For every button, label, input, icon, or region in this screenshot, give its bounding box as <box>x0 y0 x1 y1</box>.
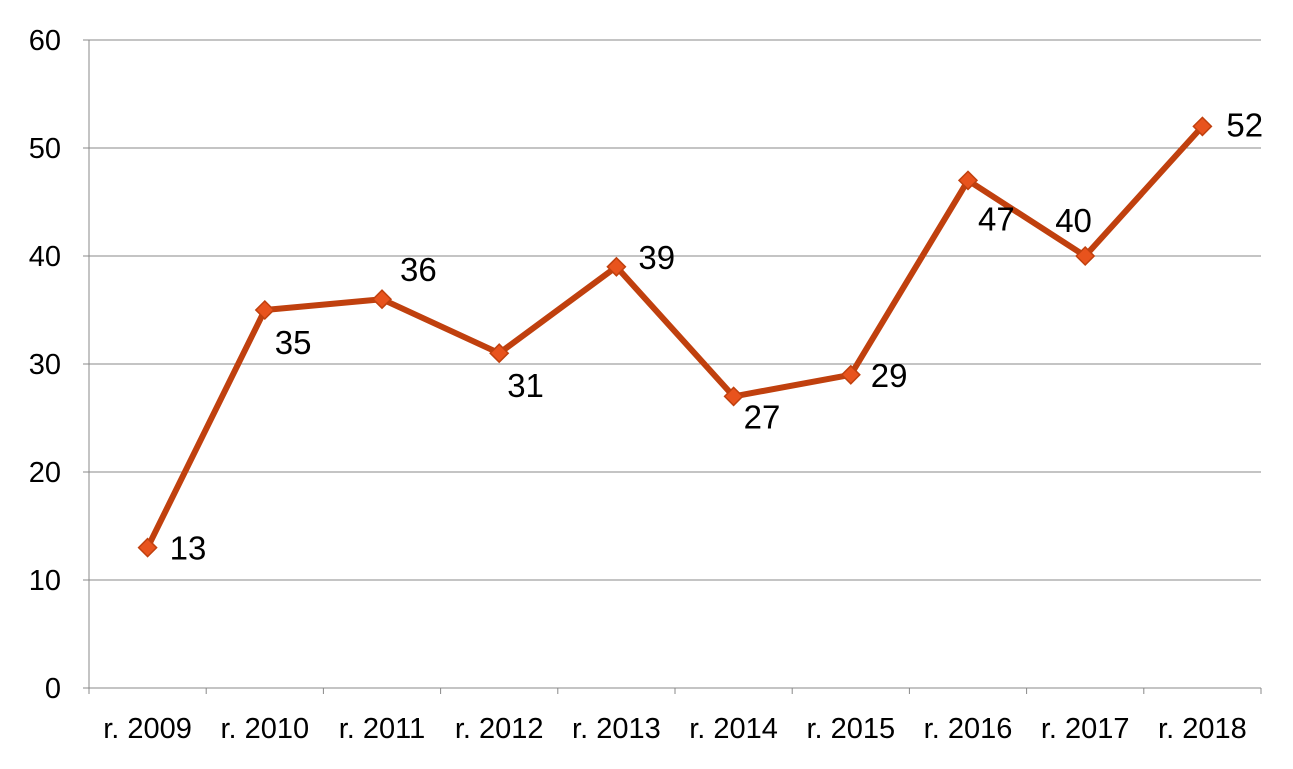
x-tick-label: r. 2013 <box>572 713 661 745</box>
y-tick-label: 50 <box>29 133 61 165</box>
data-label: 27 <box>744 398 781 435</box>
x-axis-tick-labels: r. 2009 r. 2010 r. 2011 r. 2012 r. 2013 r. 20… <box>103 713 1246 745</box>
data-point-marker <box>254 299 275 321</box>
y-tick-label: 40 <box>29 241 61 273</box>
data-label: 47 <box>978 200 1015 237</box>
data-label: 39 <box>638 239 675 276</box>
x-tick-label: r. 2018 <box>1158 713 1247 745</box>
y-axis-tick-labels: 0 10 20 30 40 50 60 <box>29 25 61 705</box>
x-tick-label: r. 2015 <box>806 713 895 745</box>
y-tick-label: 60 <box>29 25 61 57</box>
data-point-marker <box>1192 116 1213 137</box>
data-point-marker <box>606 256 627 277</box>
data-labels: 13 35 36 31 39 27 29 47 40 52 <box>170 106 1264 566</box>
y-tick-label: 30 <box>29 349 61 381</box>
data-label: 29 <box>871 357 908 394</box>
x-tick-label: r. 2016 <box>924 713 1013 745</box>
data-label: 40 <box>1055 202 1092 239</box>
series-line <box>144 123 1206 551</box>
x-axis-ticks <box>83 39 1262 694</box>
markers <box>137 116 1213 558</box>
y-tick-label: 10 <box>29 565 61 597</box>
data-point-marker <box>1075 245 1096 267</box>
x-tick-label: r. 2009 <box>103 713 192 745</box>
data-point-marker <box>137 537 158 558</box>
data-label: 13 <box>170 530 207 567</box>
data-point-marker <box>840 364 861 385</box>
x-tick-label: r. 2014 <box>689 713 778 745</box>
series-group <box>144 123 1206 551</box>
data-point-marker <box>371 289 393 310</box>
y-tick-label: 0 <box>45 673 61 705</box>
data-label: 52 <box>1226 106 1263 143</box>
data-point-marker <box>723 386 744 407</box>
x-tick-label: r. 2012 <box>455 713 544 745</box>
data-point-marker <box>957 170 979 191</box>
x-tick-label: r. 2010 <box>220 713 309 745</box>
data-label: 31 <box>507 367 544 404</box>
gridlines <box>89 39 1261 581</box>
x-tick-label: r. 2017 <box>1041 713 1130 745</box>
x-tick-label: r. 2011 <box>339 713 426 745</box>
data-label: 36 <box>400 251 437 288</box>
y-tick-label: 20 <box>29 457 61 489</box>
data-label: 35 <box>275 324 312 361</box>
data-point-marker <box>489 343 510 364</box>
